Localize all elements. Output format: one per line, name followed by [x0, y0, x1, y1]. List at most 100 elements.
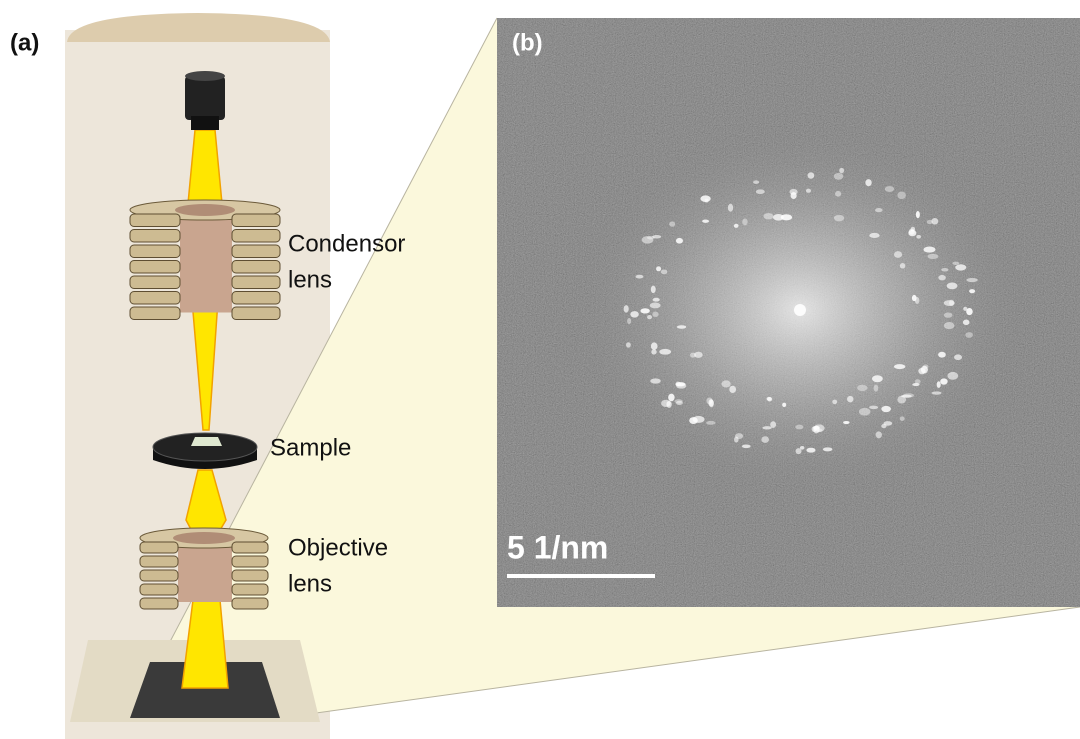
spot	[702, 219, 709, 222]
component-label: Condensor	[288, 230, 405, 257]
spot	[897, 191, 906, 199]
spot	[806, 189, 811, 193]
spot	[897, 396, 906, 404]
spot	[626, 342, 631, 347]
spot	[669, 221, 675, 226]
spot	[668, 394, 674, 402]
spot	[651, 286, 656, 293]
spot	[916, 235, 921, 239]
spot	[963, 320, 970, 326]
spot	[653, 298, 660, 302]
spot	[869, 233, 879, 238]
spot	[875, 208, 883, 212]
figure: (a) (b) 5 1/nm Condensor lens Sample Obj…	[0, 0, 1080, 739]
spot	[924, 246, 936, 252]
spot	[806, 448, 815, 453]
spot	[944, 313, 953, 318]
panel-label: (b)	[512, 29, 543, 56]
spot	[630, 311, 639, 318]
spot	[690, 352, 696, 357]
spot	[659, 349, 671, 355]
spot	[742, 444, 751, 448]
spot	[652, 312, 658, 317]
spot	[676, 401, 683, 405]
spot	[823, 447, 833, 451]
spot	[940, 378, 947, 384]
spot	[859, 408, 871, 416]
spot	[652, 235, 661, 238]
diffraction-image	[497, 18, 1080, 607]
component-label: Objective	[288, 534, 388, 561]
spot	[955, 264, 966, 270]
spot	[839, 168, 844, 173]
spot	[966, 278, 977, 282]
spot	[666, 401, 671, 408]
component-label: Sample	[270, 434, 351, 461]
spot	[642, 236, 654, 243]
spot	[884, 421, 893, 426]
spot	[770, 421, 776, 428]
spot	[834, 173, 844, 180]
spot	[676, 238, 683, 244]
spot	[947, 283, 958, 290]
spot	[900, 416, 905, 421]
spot	[911, 227, 915, 232]
spot	[728, 204, 733, 212]
spot	[857, 385, 868, 391]
spot	[894, 364, 905, 369]
spot	[881, 406, 891, 412]
spot	[835, 191, 841, 197]
spot	[689, 417, 698, 424]
spot	[795, 425, 803, 430]
spot	[865, 179, 871, 186]
electron-source	[185, 71, 225, 130]
spot	[915, 297, 919, 304]
spot	[767, 397, 772, 401]
spot	[966, 308, 973, 315]
scale-bar-label: 5 1/nm	[507, 529, 608, 565]
spot	[651, 349, 657, 354]
spot	[874, 385, 879, 392]
component-label: lens	[288, 570, 332, 597]
spot	[921, 366, 928, 374]
spot	[931, 218, 938, 225]
spot	[808, 172, 815, 179]
spot	[764, 213, 774, 219]
spot	[932, 391, 942, 394]
spot	[869, 406, 878, 409]
spot	[647, 315, 652, 319]
spot	[927, 254, 938, 259]
spot	[916, 211, 920, 218]
spot	[954, 354, 962, 360]
spot	[843, 421, 850, 424]
spot	[742, 219, 747, 226]
spot	[624, 305, 629, 313]
spot	[915, 379, 921, 384]
spot	[969, 289, 975, 293]
spot	[708, 399, 713, 407]
spot	[789, 189, 797, 195]
spot	[952, 262, 959, 265]
spot	[847, 396, 853, 403]
spot	[656, 266, 661, 271]
panel-label: (a)	[10, 29, 39, 56]
sample	[153, 433, 257, 469]
spot	[800, 446, 805, 450]
spot	[834, 215, 844, 221]
spot	[885, 186, 894, 192]
spot	[734, 224, 739, 228]
spot	[756, 189, 765, 194]
spot	[949, 300, 954, 306]
spot	[876, 431, 882, 438]
spot	[636, 275, 644, 279]
spot	[944, 322, 955, 329]
spot	[938, 352, 946, 358]
column-top	[67, 13, 330, 42]
spot	[753, 180, 759, 184]
spot	[661, 269, 668, 274]
spot	[700, 195, 710, 202]
spot	[832, 400, 837, 405]
spot	[782, 403, 786, 407]
spot	[762, 426, 771, 429]
spot	[675, 382, 680, 387]
